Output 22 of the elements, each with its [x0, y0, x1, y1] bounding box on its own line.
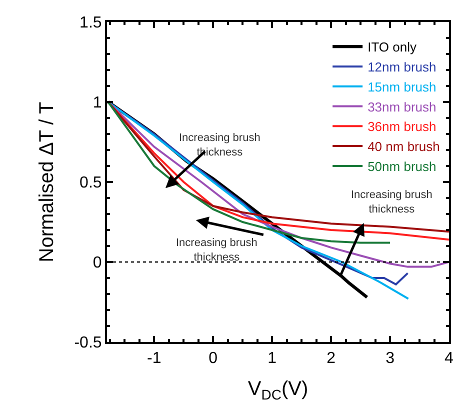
legend-label: 36nm brush	[368, 119, 436, 134]
x-tick-label: 0	[208, 350, 218, 368]
y-tick-label: 0.5	[80, 174, 102, 192]
legend-label: 15nm brush	[368, 79, 436, 94]
x-tick-label: 1	[268, 350, 277, 368]
y-tick-label: 1.5	[80, 14, 102, 32]
legend-label: 40 nm brush	[368, 139, 440, 154]
x-tick-label: 2	[326, 350, 336, 368]
legend-label: ITO only	[368, 40, 417, 55]
x-tick-label: 3	[386, 350, 395, 368]
annotation: Increasing brush thickness	[351, 189, 432, 216]
y-axis-title: Normalised ΔT / T	[36, 102, 58, 262]
legend-label: 50nm brush	[368, 159, 436, 174]
x-tick-label: -1	[147, 350, 162, 368]
y-tick-label: 0	[92, 254, 102, 272]
legend-label: 33nm brush	[368, 99, 436, 114]
legend-label: 12nm brush	[368, 60, 436, 75]
y-tick-label: -0.5	[74, 334, 102, 352]
y-tick-label: 1	[92, 94, 102, 112]
x-tick-label: 4	[444, 350, 454, 368]
x-axis-title: V$_{DC}$(V)	[248, 378, 308, 402]
annotation: Increasing brush thickness	[176, 237, 258, 264]
